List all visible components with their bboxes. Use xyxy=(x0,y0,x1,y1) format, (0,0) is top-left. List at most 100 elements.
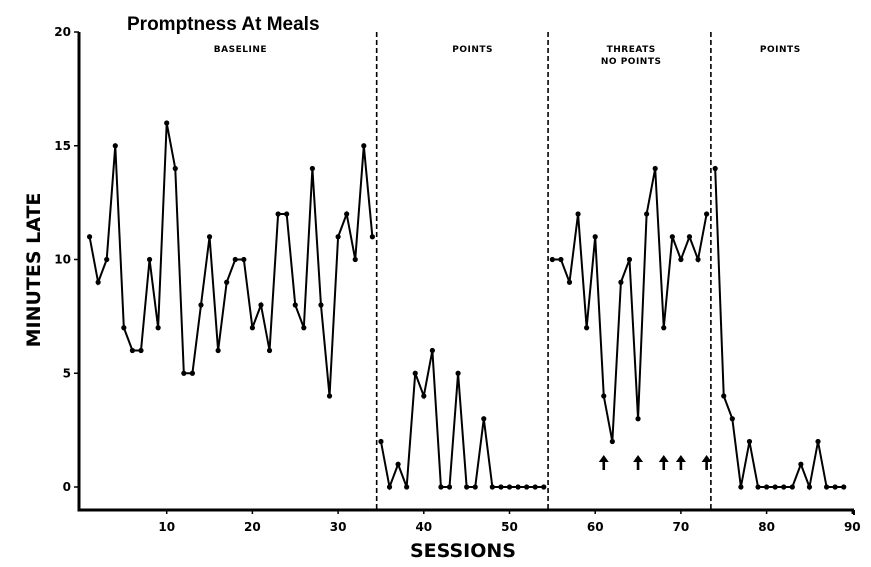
data-point xyxy=(524,484,530,490)
arrow-head xyxy=(701,455,712,462)
phase-label-points-2: POINTS xyxy=(760,45,801,55)
y-tick-label: 15 xyxy=(54,139,71,153)
phase-labels: BASELINE POINTS THREATS NO POINTS POINTS xyxy=(214,45,801,67)
data-point xyxy=(421,393,427,399)
data-point xyxy=(318,302,324,308)
data-point xyxy=(686,234,693,240)
data-point xyxy=(438,484,444,490)
data-point xyxy=(266,347,273,354)
arrow-head xyxy=(633,455,644,462)
up-arrow-icon xyxy=(658,455,669,470)
data-point xyxy=(215,347,221,354)
data-point xyxy=(669,234,675,240)
data-point xyxy=(198,302,204,308)
data-point xyxy=(789,484,795,490)
y-tick-label: 0 xyxy=(63,480,71,494)
y-tick-label: 20 xyxy=(54,25,71,39)
y-tick-label: 10 xyxy=(54,253,71,267)
data-point xyxy=(112,143,118,149)
data-point xyxy=(772,484,778,490)
data-point xyxy=(618,279,624,285)
series-line-baseline xyxy=(88,122,374,397)
data-point xyxy=(823,484,830,490)
data-point xyxy=(481,416,487,422)
data-point xyxy=(798,461,804,467)
data-point xyxy=(644,211,650,217)
up-arrow-icon xyxy=(598,455,609,470)
x-tick-label: 60 xyxy=(587,520,604,534)
x-tick-label: 40 xyxy=(415,520,432,534)
data-point xyxy=(189,370,196,376)
data-point xyxy=(129,347,136,354)
data-point xyxy=(292,302,298,308)
x-tick-label: 80 xyxy=(758,520,775,534)
up-arrow-icon xyxy=(633,455,644,470)
data-point xyxy=(258,302,264,308)
x-axis-label: SESSIONS xyxy=(410,540,516,562)
data-point xyxy=(549,256,555,263)
data-point xyxy=(155,325,161,331)
data-point xyxy=(232,256,238,263)
data-point xyxy=(429,347,435,354)
data-point xyxy=(446,484,453,490)
data-point xyxy=(404,484,410,490)
x-tick-label: 70 xyxy=(673,520,690,534)
data-point xyxy=(721,393,727,399)
data-point xyxy=(309,165,315,172)
up-arrow-icon xyxy=(675,455,686,470)
data-point xyxy=(592,234,598,240)
data-point xyxy=(95,279,101,285)
data-point xyxy=(249,325,255,331)
data-point xyxy=(386,484,393,490)
data-point xyxy=(661,325,667,331)
axes: 0 5 10 15 20 10 20 30 40 50 60 70 80 90 xyxy=(54,25,860,534)
data-point xyxy=(515,484,521,490)
arrow-head xyxy=(675,455,686,462)
data-point xyxy=(344,211,350,217)
data-point xyxy=(489,484,495,490)
data-point xyxy=(284,211,290,217)
data-point xyxy=(601,393,607,399)
phase-label-baseline: BASELINE xyxy=(214,45,267,55)
x-tick-label: 90 xyxy=(844,520,861,534)
data-point xyxy=(86,234,93,240)
arrow-head xyxy=(658,455,669,462)
data-point xyxy=(575,211,581,217)
data-point xyxy=(164,120,170,126)
data-point xyxy=(104,256,110,263)
data-point xyxy=(224,279,230,285)
data-point xyxy=(678,256,684,263)
data-point xyxy=(301,325,307,331)
series xyxy=(86,120,847,491)
data-point xyxy=(626,256,633,263)
data-point xyxy=(241,256,247,263)
y-tick-label: 5 xyxy=(63,366,71,380)
phase-label-points-1: POINTS xyxy=(452,45,493,55)
data-point xyxy=(781,484,787,490)
data-point xyxy=(121,325,127,331)
data-point xyxy=(738,484,744,490)
x-tick-label: 50 xyxy=(501,520,518,534)
data-point xyxy=(326,393,333,399)
y-axis-label: MINUTES LATE xyxy=(23,193,45,348)
arrow-annotations xyxy=(598,455,712,470)
data-point xyxy=(532,484,538,490)
data-point xyxy=(275,211,281,217)
data-point xyxy=(369,234,375,240)
series-line-points-1 xyxy=(379,350,544,491)
phase-label-threats-no-points: NO POINTS xyxy=(601,57,662,67)
data-point xyxy=(729,416,735,422)
series-line-threats-no-points xyxy=(552,168,708,442)
data-point xyxy=(335,234,341,240)
data-point xyxy=(464,484,470,490)
data-point xyxy=(635,416,641,422)
data-point xyxy=(455,370,461,376)
data-point xyxy=(815,438,821,445)
data-point xyxy=(138,347,144,354)
data-point xyxy=(472,484,478,490)
x-tick-label: 20 xyxy=(244,520,261,534)
data-point xyxy=(352,256,358,263)
data-point xyxy=(566,279,573,285)
data-point xyxy=(361,143,367,149)
